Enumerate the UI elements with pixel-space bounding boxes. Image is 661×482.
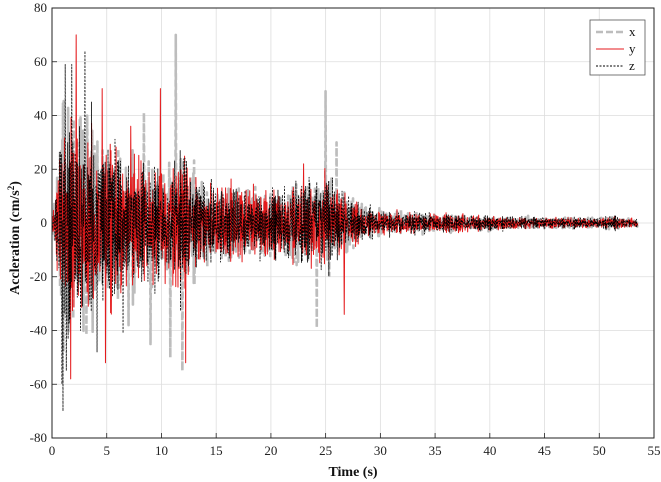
x-tick-label: 0 <box>49 443 56 458</box>
legend-box <box>589 19 646 76</box>
x-axis-title: Time (s) <box>328 465 377 480</box>
legend-label-y: y <box>629 41 636 56</box>
tick-labels: 0 5 10 15 20 25 30 35 40 45 50 55 -80 -60 -40 -20 0 20 40 6… <box>30 0 661 458</box>
legend-label-x: x <box>629 24 636 39</box>
legend-label-z: z <box>629 58 635 73</box>
y-tick-label: 40 <box>34 108 47 123</box>
y-tick-label: 20 <box>34 161 47 176</box>
y-tick-label: -80 <box>30 430 47 445</box>
y-axis-title-main: Accleration (cm/s <box>8 190 23 295</box>
axis-ticks <box>51 7 655 439</box>
series-z-line <box>52 50 638 412</box>
y-tick-label: -60 <box>30 376 47 391</box>
y-tick-label: 0 <box>41 215 48 230</box>
y-tick-label: 60 <box>34 54 47 69</box>
y-tick-label: -20 <box>30 269 47 284</box>
x-tick-label: 55 <box>648 443 661 458</box>
x-tick-label: 5 <box>103 443 110 458</box>
x-tick-label: 10 <box>155 443 168 458</box>
x-tick-label: 45 <box>538 443 551 458</box>
x-tick-label: 15 <box>210 443 223 458</box>
x-tick-label: 25 <box>319 443 332 458</box>
y-axis-title-sup: 2 <box>6 185 16 190</box>
y-tick-label: -40 <box>30 323 47 338</box>
x-tick-label: 40 <box>483 443 496 458</box>
y-axis-title: Accleration (cm/s2) <box>6 181 23 295</box>
x-tick-label: 35 <box>429 443 442 458</box>
y-tick-label: 80 <box>34 0 47 15</box>
x-tick-label: 30 <box>374 443 387 458</box>
x-tick-label: 50 <box>593 443 606 458</box>
x-tick-label: 20 <box>264 443 277 458</box>
series-layer <box>52 33 639 412</box>
y-axis-title-tail: ) <box>8 181 23 186</box>
legend: x y z <box>589 19 646 76</box>
